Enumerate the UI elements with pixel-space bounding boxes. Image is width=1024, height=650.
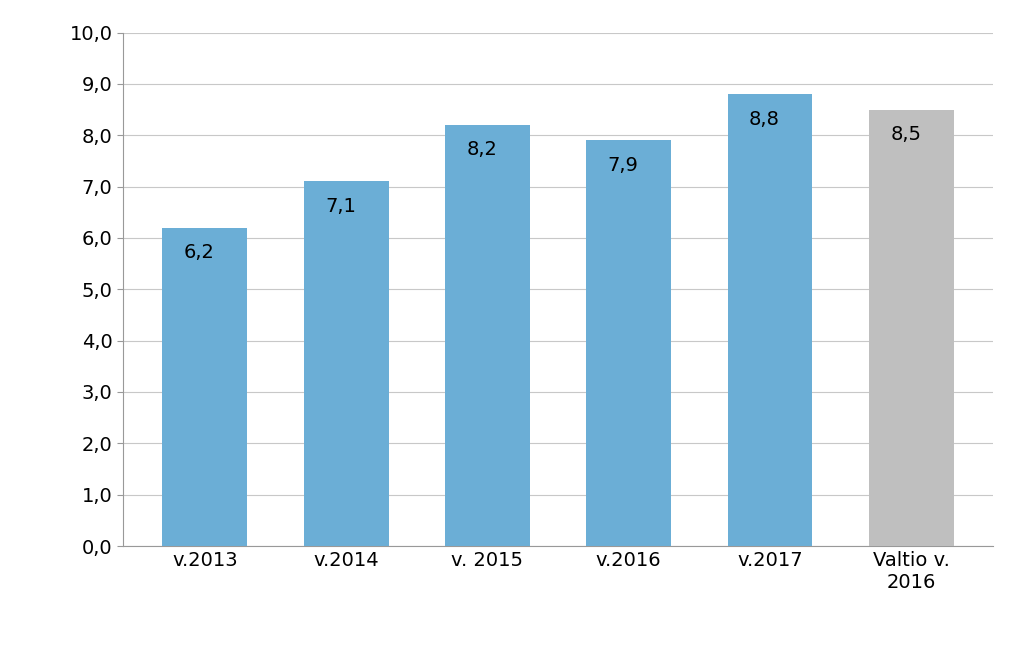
Bar [869, 109, 953, 546]
Text: 7,9: 7,9 [607, 156, 638, 175]
Bar [445, 125, 529, 546]
Text: 7,1: 7,1 [325, 197, 355, 216]
Bar [587, 140, 671, 546]
Bar [304, 181, 388, 546]
Text: 8,8: 8,8 [749, 109, 779, 129]
Bar [728, 94, 812, 546]
Text: 6,2: 6,2 [183, 243, 214, 262]
Text: 8,5: 8,5 [890, 125, 922, 144]
Bar [163, 227, 247, 546]
Text: 8,2: 8,2 [466, 140, 497, 159]
